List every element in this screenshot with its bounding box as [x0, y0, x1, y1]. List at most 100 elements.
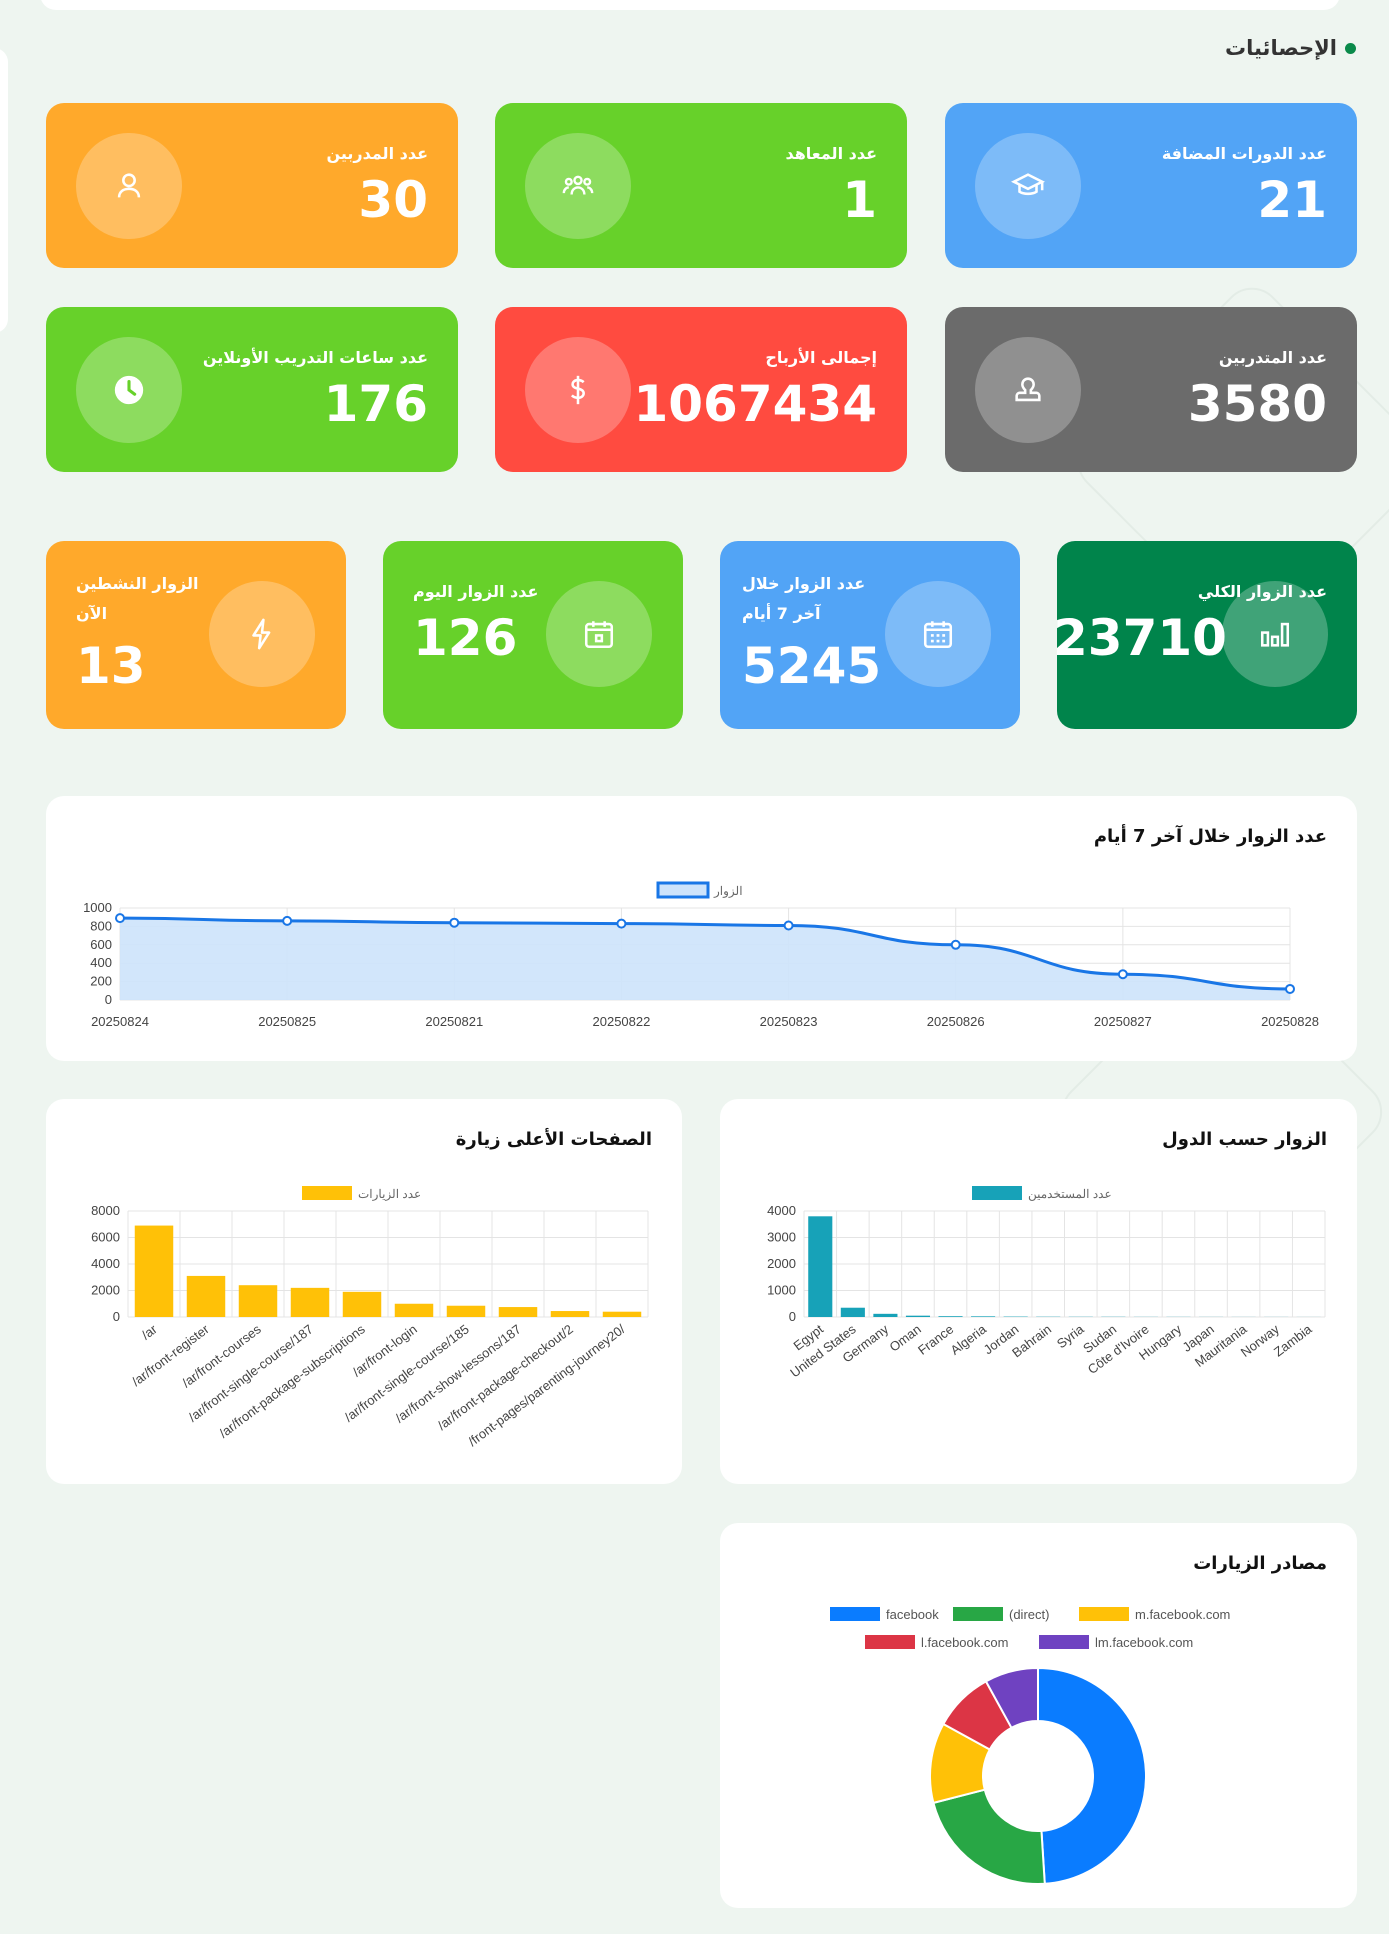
stat-label: عدد الزوار خلال [742, 574, 866, 593]
statistics-title: الإحصائيات [1225, 36, 1337, 60]
visit-sources-panel: مصادر الزيارات facebook (direct) m.faceboo… [720, 1523, 1357, 1908]
trainee-icon [975, 337, 1081, 443]
bar [840, 1307, 865, 1317]
x-tick-label: 20250823 [760, 1014, 818, 1029]
x-tick-label: 20250821 [425, 1014, 483, 1029]
group-icon [525, 133, 631, 239]
stat-label: عدد الزوار اليوم [413, 582, 539, 601]
bar [394, 1303, 434, 1317]
stat-label-line2: آخر 7 أيام [742, 604, 821, 623]
data-point [282, 915, 293, 926]
stat-card-online-hours[interactable]: عدد ساعات التدريب الأونلاين 176 [46, 307, 458, 472]
y-tick-label: 2000 [767, 1256, 796, 1271]
data-point [616, 918, 627, 929]
calendar-icon [546, 581, 652, 687]
heading-dot [1345, 42, 1356, 54]
bar [602, 1311, 642, 1317]
legend-label: (direct) [1009, 1607, 1049, 1622]
data-point [950, 939, 961, 950]
stat-card-active-visitors[interactable]: الزوار النشطين الآن 13 [46, 541, 346, 729]
bolt-icon [209, 581, 315, 687]
bar [971, 1316, 996, 1317]
stat-label: عدد المعاهد [785, 144, 877, 163]
y-tick-label: 3000 [767, 1230, 796, 1245]
data-point [1285, 983, 1295, 994]
clock-icon [76, 337, 182, 443]
x-tick-label: 20250827 [1094, 1014, 1152, 1029]
legend-swatch [656, 881, 710, 899]
stat-value: 21 [1257, 171, 1327, 229]
top-pages-panel: الصفحات الأعلى زيارة عدد الزيارات 0 2000 40… [46, 1099, 682, 1484]
stat-card-trainers[interactable]: عدد المدربين 30 [46, 103, 458, 268]
stat-value: 1 [842, 171, 877, 229]
bar [238, 1285, 278, 1317]
legend-label: l.facebook.com [921, 1635, 1008, 1650]
stat-label: عدد المدربين [326, 144, 428, 163]
x-tick-label: 20250824 [91, 1014, 149, 1029]
visitors-7days-panel: عدد الزوار خلال آخر 7 أيام الزوار 0 200 400… [46, 796, 1357, 1061]
stat-card-revenue[interactable]: إجمالى الأرباح 1067434 [495, 307, 907, 472]
stat-value: 126 [413, 609, 518, 667]
x-tick-label: Zambia [1271, 1321, 1315, 1360]
user-icon [76, 133, 182, 239]
countries-panel: الزوار حسب الدول عدد المستخدمين 0 1000 2000… [720, 1099, 1357, 1484]
panel-title: الصفحات الأعلى زيارة [455, 1129, 652, 1150]
y-tick-label: 200 [90, 974, 112, 989]
x-tick-label: 20250828 [1261, 1014, 1319, 1029]
sidebar-edge [0, 48, 8, 333]
stat-card-visitors-today[interactable]: عدد الزوار اليوم 126 [383, 541, 683, 729]
dollar-icon [525, 337, 631, 443]
doughnut-slice [932, 1788, 1046, 1885]
bar [446, 1305, 486, 1317]
legend-label: facebook [886, 1607, 939, 1622]
y-tick-label: 1000 [83, 900, 112, 915]
legend-swatch [830, 1607, 880, 1621]
stat-label: عدد الدورات المضافة [1161, 144, 1327, 163]
y-tick-label: 2000 [91, 1283, 120, 1298]
y-tick-label: 4000 [767, 1203, 796, 1218]
stat-card-institutes[interactable]: عدد المعاهد 1 [495, 103, 907, 268]
bar [134, 1225, 174, 1317]
calendar-grid-icon [885, 581, 991, 687]
legend-swatch [1079, 1607, 1129, 1621]
series-line [119, 916, 1291, 991]
stat-card-visitors-7-days[interactable]: عدد الزوار خلال آخر 7 أيام 5245 [720, 541, 1020, 729]
data-point [783, 920, 794, 931]
y-tick-label: 0 [789, 1309, 796, 1324]
data-point [449, 917, 460, 928]
legend-swatch [972, 1186, 1022, 1200]
x-tick-label: 20250826 [927, 1014, 985, 1029]
y-tick-label: 8000 [91, 1203, 120, 1218]
legend-label: lm.facebook.com [1095, 1635, 1193, 1650]
legend-swatch [865, 1635, 915, 1649]
bar [550, 1311, 590, 1317]
data-point [1117, 969, 1128, 980]
stat-value: 23710 [1053, 609, 1227, 667]
bar-chart-icon [1222, 581, 1328, 687]
stat-label: عدد الزوار الكلي [1197, 582, 1327, 601]
top-pages-bar-chart: عدد الزيارات02000400060008000/ar/ar/fron… [91, 1186, 649, 1449]
x-tick-label: 20250825 [258, 1014, 316, 1029]
area-fill [120, 918, 1290, 1000]
x-tick-label: 20250822 [593, 1014, 651, 1029]
stat-card-trainees[interactable]: عدد المتدربين 3580 [945, 307, 1357, 472]
bar [905, 1315, 931, 1317]
doughnut-slice [984, 1666, 1039, 1730]
stat-value: 176 [323, 375, 428, 433]
stat-card-courses[interactable]: عدد الدورات المضافة 21 [945, 103, 1357, 268]
stat-value: 5245 [742, 637, 882, 695]
y-tick-label: 4000 [91, 1256, 120, 1271]
bar [186, 1275, 226, 1317]
x-tick-label: France [915, 1321, 956, 1357]
bar [498, 1307, 538, 1317]
y-tick-label: 6000 [91, 1230, 120, 1245]
bar [808, 1216, 833, 1317]
visitors-line-chart: الزوار 0 200 400 600 800 1000 20250824 20250825 2… [83, 881, 1319, 1029]
stat-label-line2: الآن [76, 604, 108, 623]
stat-card-total-visitors[interactable]: عدد الزوار الكلي 23710 [1053, 541, 1357, 729]
bar [938, 1316, 963, 1317]
legend-swatch [953, 1607, 1003, 1621]
data-point [115, 913, 125, 924]
stat-value: 3580 [1187, 375, 1327, 433]
legend-swatch [302, 1186, 352, 1200]
